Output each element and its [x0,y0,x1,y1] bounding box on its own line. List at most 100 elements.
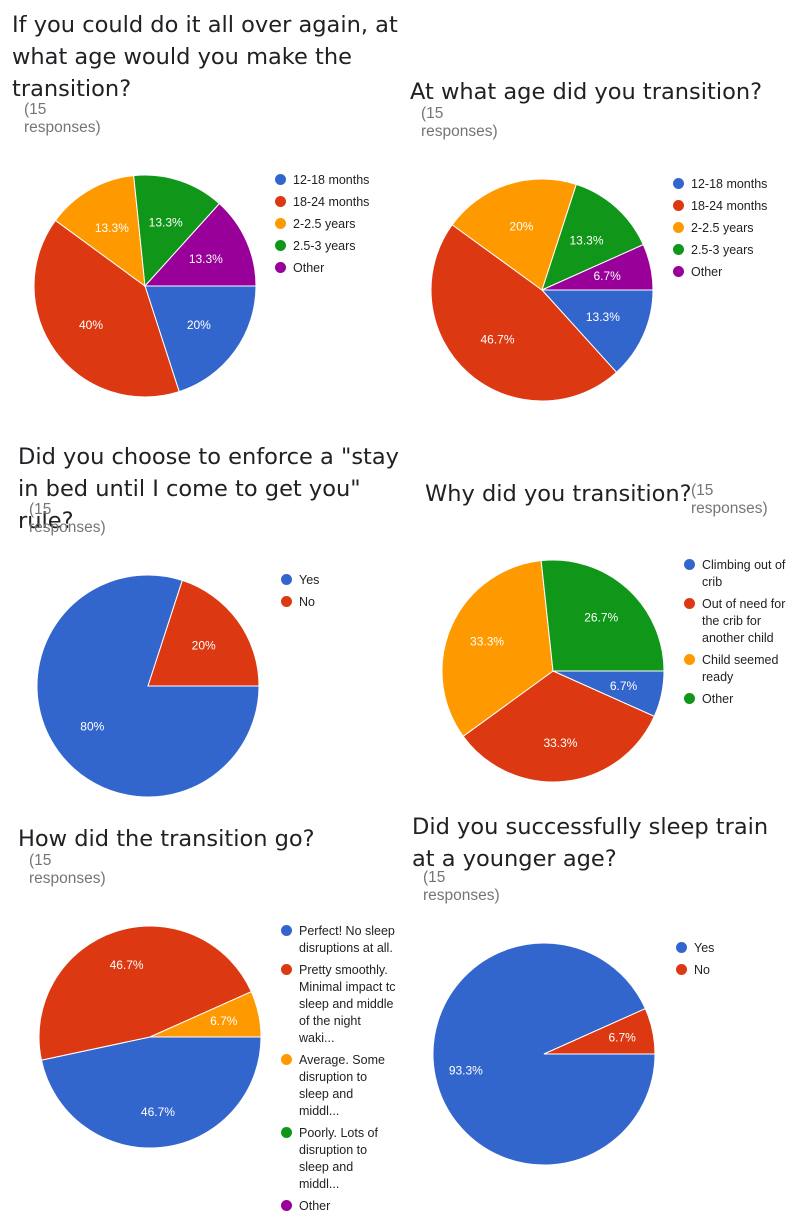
legend-label: Yes [694,941,715,955]
pie-slice-average [149,991,262,1038]
legend-swatch-icon [684,559,695,570]
legend-item-other: Other [281,1198,396,1215]
legend-swatch-icon [275,262,286,273]
legend-swatch-icon [275,240,286,251]
pie-chart: 93.3% 6.7% [432,942,656,1166]
pie-chart: 46.7% 46.7% 6.7% [38,925,262,1149]
pie-chart: 6.7% 33.3% 33.3% 26.7% [441,559,665,783]
legend-item-12-18-months: 12-18 months [275,172,390,189]
pie-slice-2-5-3-years [541,183,644,291]
pie-slice-18-24-months [33,219,180,398]
chart-legend: Perfect! No sleep disruptions at all. Pre… [281,923,396,1220]
legend-item-climbing-out-of-crib: Climbing out of crib [684,557,794,591]
legend-swatch-icon [281,574,292,585]
chart-legend: Climbing out of crib Out of need for the … [684,557,794,713]
legend-item-2-2-5-years: 2-2.5 years [275,216,390,233]
legend-label: Other [691,265,723,279]
question-title: How did the transition go? [18,826,315,852]
legend-item-2-2-5-years: 2-2.5 years [673,220,788,237]
pie-data-label-other: 26.7% [584,610,618,624]
pie-data-label-climbing-out-of-crib: 6.7% [610,679,638,693]
pie-data-label-yes: 80% [80,719,104,733]
chart-legend: 12-18 months 18-24 months 2-2.5 years 2.5-3… [275,172,390,282]
legend-item-poorly-lots-of-disruption-to-s: Poorly. Lots of disruption to sleep and … [281,1125,396,1193]
legend-item-no: No [281,594,381,611]
legend-item-12-18-months: 12-18 months [673,176,788,193]
pie-data-label-2-5-3-years: 13.3% [569,233,603,247]
legend-label: 12-18 months [293,173,370,187]
legend-swatch-icon [673,266,684,277]
pie-data-label-average: 6.7% [210,1014,238,1028]
pie-slice-perfect-no-sleep-disruptions-a [40,1036,262,1149]
legend-item-2-5-3-years: 2.5-3 years [673,242,788,259]
pie-data-label-other: 6.7% [593,269,621,283]
legend-swatch-icon [281,1200,292,1211]
legend-label: 2-2.5 years [293,217,356,231]
legend-label: Yes [299,573,320,587]
response-count: (15 responses) [29,501,106,536]
response-count: (15 responses) [421,105,498,140]
legend-label: 2-2.5 years [691,221,754,235]
chart-legend: 12-18 months 18-24 months 2-2.5 years 2.5-3… [673,176,788,286]
legend-label: 18-24 months [293,195,370,209]
legend-label: 2.5-3 years [691,243,754,257]
pie-slice-no [543,1007,656,1055]
legend-item-other: Other [275,260,390,277]
question-title: Why did you transition? [425,481,692,507]
legend-item-perfect-no-sleep-disruptions-a: Perfect! No sleep disruptions at all. [281,923,396,957]
legend-label: Perfect! No sleep disruptions at all. [299,924,395,955]
pie-chart: 20% 40% 13.3% 13.3% 13.3% [33,174,257,398]
legend-label: Other [702,692,734,706]
pie-slice-no [147,579,260,687]
pie-data-label-yes: 93.3% [449,1064,483,1078]
legend-swatch-icon [281,964,292,975]
legend-item-child-seemed-ready: Child seemed ready [684,652,794,686]
legend-item-yes: Yes [676,940,756,957]
legend-swatch-icon [275,196,286,207]
pie-data-label-out-of-need-for-the-crib-for-a: 33.3% [543,736,577,750]
legend-item-out-of-need-for-the-crib-for-a: Out of need for the crib for another chi… [684,596,794,647]
legend-label: Climbing out of crib [702,558,786,589]
legend-item-other: Other [684,691,794,708]
pie-slice-2-2-5-years [54,175,146,288]
question-title: At what age did you transition? [410,79,763,105]
legend-label: No [694,963,710,977]
pie-data-label-pretty-smoothly: 46.7% [110,958,144,972]
legend-label: Average. Some disruption to sleep and mi… [299,1053,385,1118]
pie-slice-2-2-5-years [451,178,577,291]
legend-label: Other [293,261,325,275]
legend-swatch-icon [281,1054,292,1065]
legend-swatch-icon [673,244,684,255]
pie-data-label-18-24-months: 46.7% [480,333,514,347]
pie-chart: 80% 20% [36,574,260,798]
legend-item-2-5-3-years: 2.5-3 years [275,238,390,255]
legend-label: 2.5-3 years [293,239,356,253]
pie-data-label-no: 6.7% [608,1030,636,1044]
response-count: (15 responses) [691,482,768,517]
legend-label: Poorly. Lots of disruption to sleep and … [299,1126,378,1191]
legend-swatch-icon [673,178,684,189]
pie-slice-pretty-smoothly [38,925,252,1061]
pie-data-label-12-18-months: 20% [187,318,211,332]
legend-label: 12-18 months [691,177,768,191]
legend-label: Other [299,1199,331,1213]
response-count: (15 responses) [423,869,500,904]
legend-item-average-some-disruption-to-sle: Average. Some disruption to sleep and mi… [281,1052,396,1120]
legend-swatch-icon [281,596,292,607]
pie-slice-12-18-months [540,289,654,374]
pie-slice-other [541,243,654,291]
pie-data-label-2-2-5-years: 13.3% [95,221,129,235]
pie-data-label-12-18-months: 13.3% [586,310,620,324]
legend-swatch-icon [673,200,684,211]
legend-swatch-icon [676,942,687,953]
legend-swatch-icon [684,598,695,609]
question-title: If you could do it all over again, at wh… [12,12,398,102]
question-title: Did you choose to enforce a "stay in bed… [18,444,399,534]
legend-swatch-icon [281,1127,292,1138]
pie-data-label-18-24-months: 40% [79,318,103,332]
pie-data-label-other: 13.3% [189,252,223,266]
legend-label: Pretty smoothly. Minimal impact tc sleep… [299,963,396,1045]
pie-data-label-child-seemed-ready: 33.3% [470,635,504,649]
pie-slice-child-seemed-ready [441,560,554,737]
legend-swatch-icon [673,222,684,233]
